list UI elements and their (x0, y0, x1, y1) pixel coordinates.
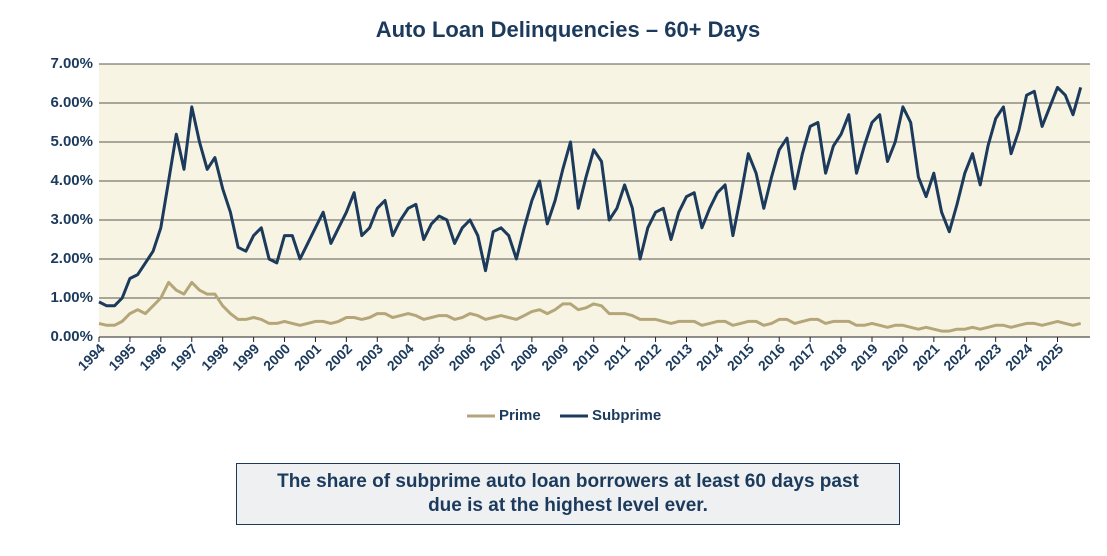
y-tick-label: 5.00% (50, 133, 93, 150)
y-tick-label: 3.00% (50, 211, 93, 228)
x-tick-label: 2003 (353, 340, 386, 373)
x-tick-label: 2011 (601, 340, 634, 373)
x-tick-label: 2020 (878, 340, 911, 373)
x-tick-label: 2022 (940, 340, 973, 373)
y-tick-label: 7.00% (50, 55, 93, 72)
x-tick-label: 1994 (74, 340, 107, 373)
x-tick-label: 2000 (260, 340, 293, 373)
x-tick-label: 2018 (816, 340, 849, 373)
y-tick-label: 0.00% (50, 328, 93, 345)
x-tick-label: 1999 (229, 340, 262, 373)
x-tick-label: 2005 (415, 340, 448, 373)
x-tick-label: 2006 (445, 340, 478, 373)
x-tick-label: 2008 (507, 340, 540, 373)
legend-label: Prime (499, 407, 541, 424)
line-series (98, 85, 1083, 308)
line-series (98, 280, 1082, 333)
x-tick-label: 2023 (971, 340, 1004, 373)
x-tick-label: 2004 (384, 340, 417, 373)
x-tick-label: 2015 (724, 340, 757, 373)
chart-title: Auto Loan Delinquencies – 60+ Days (376, 17, 761, 42)
legend-label: Subprime (592, 407, 661, 424)
x-tick-label: 2024 (1002, 340, 1035, 373)
x-tick-label: 2021 (909, 340, 942, 373)
caption: The share of subprime auto loan borrower… (236, 463, 900, 525)
y-tick-label: 4.00% (50, 172, 93, 189)
x-tick-label: 2001 (291, 340, 324, 373)
y-tick-label: 2.00% (50, 250, 93, 267)
y-tick-label: 1.00% (50, 289, 93, 306)
x-tick-label: 1996 (136, 340, 169, 373)
plot-area (99, 64, 1090, 337)
x-tick-label: 2012 (631, 340, 664, 373)
x-tick-label: 2016 (755, 340, 788, 373)
x-tick-label: 2025 (1033, 340, 1066, 373)
x-tick-label: 2010 (569, 340, 602, 373)
x-tick-label: 2014 (693, 340, 726, 373)
x-tick-label: 1997 (167, 340, 200, 373)
x-tick-label: 1998 (198, 340, 231, 373)
x-tick-label: 2019 (847, 340, 880, 373)
x-tick-label: 2002 (322, 340, 355, 373)
x-tick-label: 2013 (662, 340, 695, 373)
x-tick-label: 2007 (476, 340, 509, 373)
x-tick-label: 2017 (786, 340, 819, 373)
x-tick-label: 1995 (105, 340, 138, 373)
y-tick-label: 6.00% (50, 94, 93, 111)
x-tick-label: 2009 (538, 340, 571, 373)
